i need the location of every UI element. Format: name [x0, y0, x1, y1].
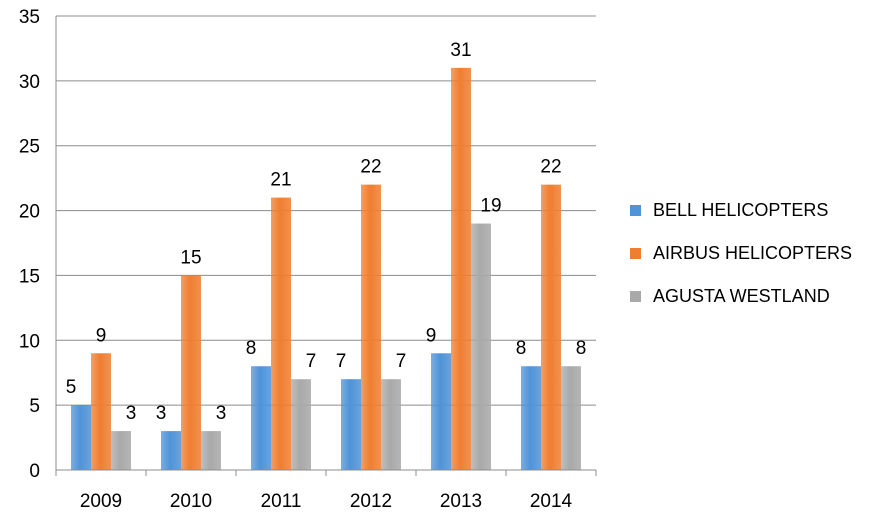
bar-airbus-helicopters — [451, 67, 471, 470]
data-label: 15 — [180, 247, 201, 268]
data-label: 21 — [270, 170, 291, 191]
bar-bell-helicopters — [341, 379, 361, 470]
legend-item-agusta: AGUSTA WESTLAND — [630, 286, 852, 307]
bar-agusta-westland — [201, 431, 221, 470]
bar-agusta-westland — [111, 431, 131, 470]
data-label: 22 — [360, 157, 381, 178]
x-tick-label: 2014 — [530, 491, 573, 512]
data-label: 8 — [576, 338, 587, 359]
bar-agusta-westland — [561, 366, 581, 470]
legend-label-bell: BELL HELICOPTERS — [653, 200, 829, 220]
data-label: 7 — [396, 351, 407, 372]
bar-bell-helicopters — [521, 366, 541, 470]
bar-bell-helicopters — [431, 353, 451, 470]
data-label: 7 — [336, 351, 347, 372]
y-tick-label: 35 — [19, 7, 40, 28]
x-tick-label: 2009 — [80, 491, 122, 512]
data-label: 9 — [96, 325, 107, 346]
y-tick-label: 25 — [19, 137, 40, 158]
bar-bell-helicopters — [161, 431, 181, 470]
bar-agusta-westland — [471, 223, 491, 470]
bar-airbus-helicopters — [361, 184, 381, 470]
data-label: 7 — [306, 351, 317, 372]
data-label: 3 — [216, 403, 227, 424]
bar-airbus-helicopters — [91, 353, 111, 470]
data-label: 9 — [426, 325, 437, 346]
data-label: 3 — [156, 403, 167, 424]
bar-agusta-westland — [291, 379, 311, 470]
legend-label-agusta: AGUSTA WESTLAND — [653, 286, 830, 306]
y-tick-label: 10 — [19, 331, 40, 352]
y-tick-label: 30 — [19, 72, 40, 93]
legend-item-airbus: AIRBUS HELICOPTERS — [630, 243, 852, 264]
bar-airbus-helicopters — [541, 184, 561, 470]
legend-item-bell: BELL HELICOPTERS — [630, 200, 852, 221]
legend-label-airbus: AIRBUS HELICOPTERS — [653, 243, 853, 263]
data-label: 3 — [126, 403, 137, 424]
y-tick-label: 0 — [29, 461, 40, 482]
data-label: 19 — [480, 196, 501, 217]
bar-airbus-helicopters — [271, 197, 291, 470]
legend: BELL HELICOPTERS AIRBUS HELICOPTERS AGUS… — [630, 200, 852, 329]
data-label: 8 — [516, 338, 527, 359]
data-label: 22 — [540, 157, 561, 178]
x-tick-label: 2012 — [350, 491, 392, 512]
x-tick-label: 2010 — [170, 491, 212, 512]
bar-agusta-westland — [381, 379, 401, 470]
legend-swatch-bell — [630, 205, 641, 216]
x-tick-label: 2013 — [440, 491, 482, 512]
data-label: 31 — [450, 40, 471, 61]
y-tick-label: 5 — [29, 396, 40, 417]
x-tick-label: 2011 — [261, 491, 302, 512]
bar-bell-helicopters — [71, 405, 91, 470]
data-label: 5 — [66, 377, 77, 398]
y-tick-label: 20 — [19, 202, 40, 223]
bar-bell-helicopters — [251, 366, 271, 470]
y-tick-label: 15 — [19, 266, 40, 287]
legend-swatch-agusta — [630, 291, 641, 302]
data-label: 8 — [246, 338, 257, 359]
legend-swatch-airbus — [630, 248, 641, 259]
bar-airbus-helicopters — [181, 275, 201, 470]
